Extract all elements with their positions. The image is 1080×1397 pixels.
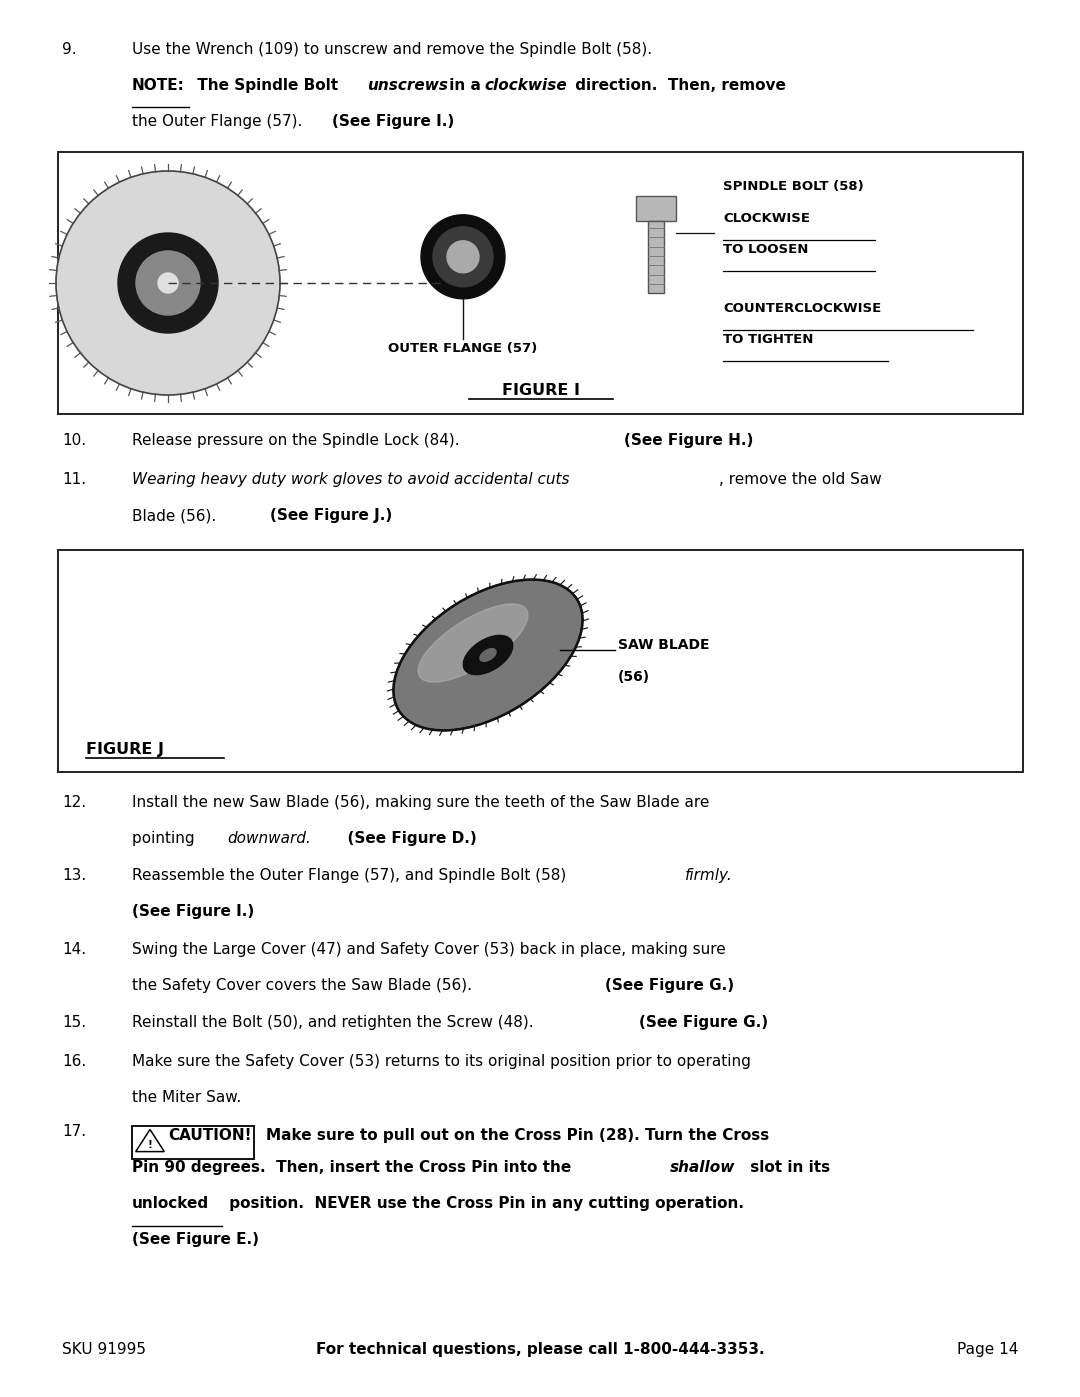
Text: TO TIGHTEN: TO TIGHTEN [723,332,813,345]
Text: Release pressure on the Spindle Lock (84).: Release pressure on the Spindle Lock (84… [132,433,470,448]
Text: !: ! [148,1140,152,1150]
Text: NOTE:: NOTE: [132,78,185,94]
Ellipse shape [393,580,582,731]
Text: position.  NEVER use the Cross Pin in any cutting operation.: position. NEVER use the Cross Pin in any… [224,1196,744,1211]
Text: FIGURE I: FIGURE I [501,383,580,398]
Circle shape [421,215,505,299]
Text: 14.: 14. [62,942,86,957]
Text: 12.: 12. [62,795,86,810]
Text: Make sure to pull out on the Cross Pin (28). Turn the Cross: Make sure to pull out on the Cross Pin (… [266,1127,769,1143]
Bar [636,196,676,221]
Circle shape [433,226,492,286]
Text: downward.: downward. [227,831,311,847]
Text: COUNTERCLOCKWISE: COUNTERCLOCKWISE [723,302,881,314]
Ellipse shape [418,604,528,682]
Text: , remove the old Saw: , remove the old Saw [719,472,881,488]
Text: 17.: 17. [62,1125,86,1139]
Text: 11.: 11. [62,472,86,488]
Text: Blade (56).: Blade (56). [132,509,226,522]
Text: 16.: 16. [62,1053,86,1069]
Text: Use the Wrench (109) to unscrew and remove the Spindle Bolt (58).: Use the Wrench (109) to unscrew and remo… [132,42,652,57]
Text: SKU 91995: SKU 91995 [62,1343,146,1356]
Bar [648,221,664,293]
Text: unlocked: unlocked [132,1196,210,1211]
Text: The Spindle Bolt: The Spindle Bolt [192,78,343,94]
Text: (See Figure G.): (See Figure G.) [639,1016,768,1030]
Text: the Miter Saw.: the Miter Saw. [132,1090,241,1105]
Text: OUTER FLANGE (57): OUTER FLANGE (57) [389,342,538,355]
Circle shape [447,240,480,272]
Text: 13.: 13. [62,868,86,883]
Text: Swing the Large Cover (47) and Safety Cover (53) back in place, making sure: Swing the Large Cover (47) and Safety Co… [132,942,726,957]
Text: pointing: pointing [132,831,200,847]
Text: 9.: 9. [62,42,77,57]
Text: (See Figure I.): (See Figure I.) [132,904,254,919]
Text: For technical questions, please call 1-800-444-3353.: For technical questions, please call 1-8… [315,1343,765,1356]
Circle shape [118,233,218,332]
Ellipse shape [480,648,496,661]
Text: shallow: shallow [670,1160,735,1175]
Text: Pin 90 degrees.  Then, insert the Cross Pin into the: Pin 90 degrees. Then, insert the Cross P… [132,1160,577,1175]
Bar [0,154,13,412]
Text: TO LOOSEN: TO LOOSEN [723,243,808,256]
Text: (See Figure I.): (See Figure I.) [332,115,455,129]
Text: 15.: 15. [62,1016,86,1030]
Text: (See Figure G.): (See Figure G.) [605,978,734,993]
Text: SAW BLADE: SAW BLADE [618,638,710,652]
Circle shape [56,170,280,395]
Text: in a: in a [444,78,486,94]
Bar [58,550,1023,773]
Text: slot in its: slot in its [745,1160,831,1175]
Text: FIGURE J: FIGURE J [86,742,164,757]
Text: CAUTION!: CAUTION! [168,1127,252,1143]
Circle shape [158,272,178,293]
Text: SPINDLE BOLT (58): SPINDLE BOLT (58) [723,180,864,193]
Text: (See Figure H.): (See Figure H.) [624,433,754,448]
Text: firmly.: firmly. [685,868,732,883]
Text: 10.: 10. [62,433,86,448]
Text: Wearing heavy duty work gloves to avoid accidental cuts: Wearing heavy duty work gloves to avoid … [132,472,569,488]
Bar [58,152,1023,414]
Text: (See Figure J.): (See Figure J.) [270,509,392,522]
Text: the Outer Flange (57).: the Outer Flange (57). [132,115,312,129]
Text: (See Figure D.): (See Figure D.) [337,831,476,847]
Text: direction.  Then, remove: direction. Then, remove [570,78,786,94]
Bar [132,1126,254,1160]
Text: (56): (56) [618,671,650,685]
Text: Make sure the Safety Cover (53) returns to its original position prior to operat: Make sure the Safety Cover (53) returns … [132,1053,751,1069]
Text: the Safety Cover covers the Saw Blade (56).: the Safety Cover covers the Saw Blade (5… [132,978,482,993]
Circle shape [136,251,200,314]
Text: CLOCKWISE: CLOCKWISE [723,212,810,225]
Text: Reinstall the Bolt (50), and retighten the Screw (48).: Reinstall the Bolt (50), and retighten t… [132,1016,543,1030]
Text: Install the new Saw Blade (56), making sure the teeth of the Saw Blade are: Install the new Saw Blade (56), making s… [132,795,710,810]
Text: Reassemble the Outer Flange (57), and Spindle Bolt (58): Reassemble the Outer Flange (57), and Sp… [132,868,571,883]
Text: Page 14: Page 14 [957,1343,1018,1356]
Text: (See Figure E.): (See Figure E.) [132,1232,259,1248]
Text: unscrews: unscrews [367,78,448,94]
Polygon shape [136,1130,164,1151]
Text: clockwise: clockwise [484,78,567,94]
Ellipse shape [463,636,513,675]
